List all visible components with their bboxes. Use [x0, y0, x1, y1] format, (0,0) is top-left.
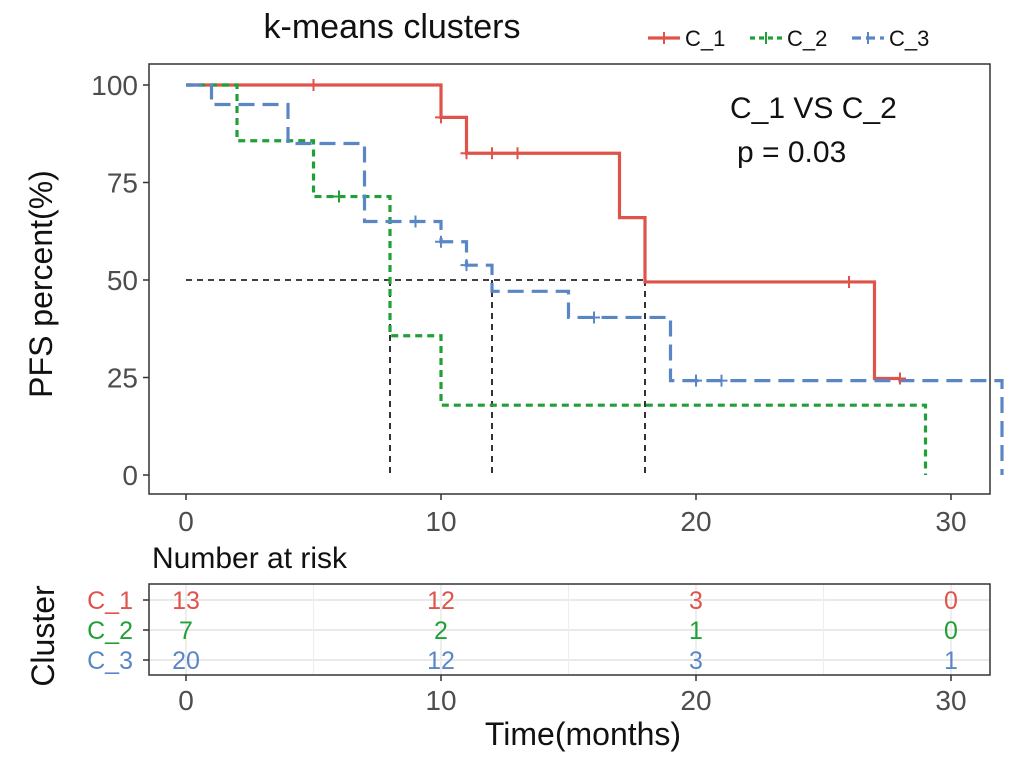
censor-mark	[460, 259, 473, 272]
risk-x-tick-label: 10	[425, 685, 456, 716]
risk-count: 12	[427, 587, 455, 615]
risk-count: 3	[689, 587, 703, 615]
risk-row-label: C_2	[87, 617, 133, 645]
annotation-pvalue: p = 0.03	[737, 136, 846, 169]
risk-count: 20	[172, 647, 200, 675]
x-axis-title: Time(months)	[485, 716, 681, 752]
risk-x-tick-label: 30	[935, 685, 966, 716]
plot-panel	[148, 63, 991, 495]
y-tick-label: 100	[91, 70, 138, 101]
censor-mark	[409, 215, 422, 228]
x-tick-label: 30	[935, 506, 966, 537]
censor-mark	[435, 235, 447, 248]
survival-curve-c1	[186, 83, 900, 381]
y-tick-label: 75	[107, 168, 138, 199]
censor-mark	[894, 372, 906, 385]
risk-count: 7	[179, 617, 193, 645]
censor-mark	[333, 190, 345, 203]
chart-title: k-means clusters	[264, 8, 521, 46]
risk-count: 1	[944, 647, 958, 675]
censor-mark	[843, 275, 855, 288]
censor-mark	[690, 374, 702, 387]
y-tick-label: 0	[122, 460, 138, 491]
risk-table-ylabel: Cluster	[25, 585, 61, 687]
survival-curve-c2	[186, 83, 928, 475]
x-tick-label: 20	[680, 506, 711, 537]
survival-curve-c3	[186, 83, 1004, 475]
legend-label: C_2	[787, 26, 827, 51]
x-tick-label: 0	[178, 506, 194, 537]
legend-label: C_1	[685, 26, 725, 51]
risk-x-tick-label: 0	[178, 685, 194, 716]
risk-count: 2	[434, 617, 448, 645]
censor-mark	[715, 374, 728, 387]
risk-x-tick-label: 20	[680, 685, 711, 716]
risk-row-label: C_1	[87, 587, 133, 615]
legend: C_1 C_2 C_3	[648, 26, 929, 51]
risk-count: 13	[172, 587, 200, 615]
annotation-comparison: C_1 VS C_2	[730, 92, 897, 125]
risk-count: 0	[944, 587, 958, 615]
censor-mark	[460, 147, 473, 160]
censor-mark	[307, 79, 320, 91]
risk-count: 1	[689, 617, 703, 645]
risk-table-title: Number at risk	[152, 542, 348, 575]
censor-mark	[486, 147, 498, 160]
censor-mark	[435, 111, 447, 124]
x-tick-label: 10	[425, 506, 456, 537]
censor-mark	[588, 311, 600, 324]
risk-count: 3	[689, 647, 703, 675]
y-tick-label: 25	[107, 363, 138, 394]
y-tick-label: 50	[107, 265, 138, 296]
risk-count: 0	[944, 617, 958, 645]
y-axis-title: PFS percent(%)	[23, 170, 59, 398]
censor-mark	[511, 147, 524, 160]
risk-row-label: C_3	[87, 647, 133, 675]
risk-count: 12	[427, 647, 455, 675]
legend-label: C_3	[889, 26, 929, 51]
